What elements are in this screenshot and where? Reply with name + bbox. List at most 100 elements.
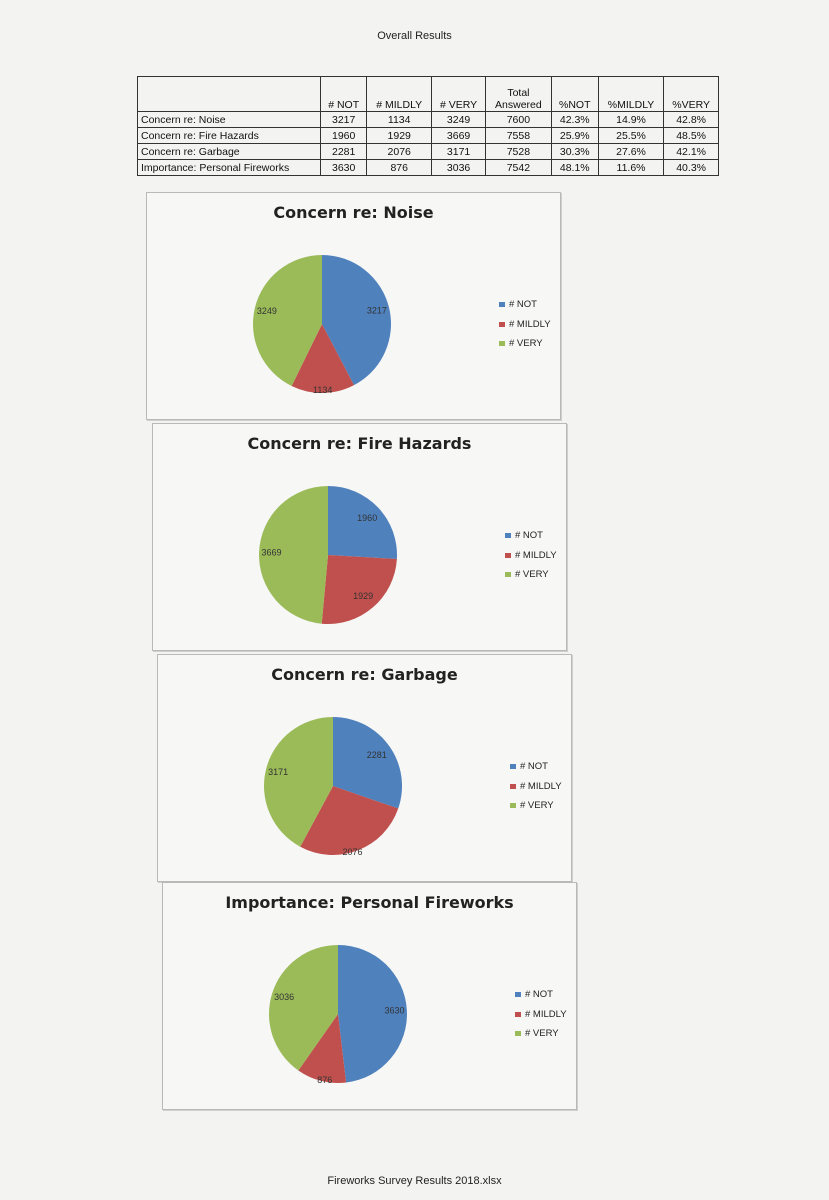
legend-item-very: # VERY xyxy=(510,796,562,816)
row-label: Concern re: Garbage xyxy=(137,143,321,160)
legend-swatch-very xyxy=(510,803,516,809)
table-cell: 42.3% xyxy=(550,111,599,128)
legend-swatch-mildly xyxy=(499,321,505,327)
legend-item-not: # NOT xyxy=(505,526,557,546)
table-row: Concern re: Fire Hazards 1960 1929 3669 … xyxy=(137,127,719,144)
chart-legend: # NOT # MILDLY # VERY xyxy=(499,295,551,354)
legend-item-mildly: # MILDLY xyxy=(505,546,557,566)
legend-label: # MILDLY xyxy=(520,780,562,792)
legend-item-mildly: # MILDLY xyxy=(499,315,551,335)
pie-slice-very xyxy=(269,945,338,1071)
legend-item-not: # NOT xyxy=(515,985,567,1005)
row-label: Concern re: Fire Hazards xyxy=(137,127,321,144)
legend-item-very: # VERY xyxy=(505,565,557,585)
results-table: # NOT # MILDLY # VERY Total Answered %NO… xyxy=(137,76,719,176)
table-cell: 876 xyxy=(366,159,433,176)
table-header-mildly: # MILDLY xyxy=(366,76,433,112)
table-cell: 48.1% xyxy=(550,159,599,176)
table-header-total: Total Answered xyxy=(485,76,552,112)
table-cell: 30.3% xyxy=(550,143,599,160)
pie-slice-very xyxy=(259,486,328,624)
table-cell: 48.5% xyxy=(663,127,719,144)
pie-slice-not xyxy=(333,717,403,809)
data-label: 1960 xyxy=(357,513,377,523)
chart-legend: # NOT # MILDLY # VERY xyxy=(515,985,567,1044)
table-cell: 40.3% xyxy=(663,159,719,176)
pie-slice-not xyxy=(328,486,397,560)
table-header-not: # NOT xyxy=(319,76,368,112)
page-title: Overall Results xyxy=(377,30,452,42)
data-label: 2281 xyxy=(367,750,387,760)
legend-label: # MILDLY xyxy=(509,318,551,330)
legend-swatch-mildly xyxy=(515,1011,521,1017)
table-cell: 3171 xyxy=(431,143,487,160)
legend-label: # MILDLY xyxy=(525,1008,567,1020)
pie-slice-mildly xyxy=(321,555,397,624)
data-label: 3669 xyxy=(261,547,281,557)
legend-swatch-very xyxy=(515,1031,521,1037)
legend-item-mildly: # MILDLY xyxy=(510,777,562,797)
data-label: 2076 xyxy=(342,847,362,857)
legend-label: # NOT xyxy=(509,299,537,311)
table-cell: 1134 xyxy=(366,111,433,128)
table-row: Concern re: Garbage 2281 2076 3171 7528 … xyxy=(137,143,719,160)
pie-slice-mildly xyxy=(300,786,399,855)
chart-garbage: Concern re: Garbage 2281 2076 3171 # NOT #… xyxy=(157,654,572,882)
table-header-pct-not: %NOT xyxy=(550,76,599,112)
chart-fire-hazards: Concern re: Fire Hazards 1960 1929 3669 # … xyxy=(152,423,567,651)
legend-label: # NOT xyxy=(525,989,553,1001)
chart-title: Concern re: Noise xyxy=(273,203,434,222)
table-header-very: # VERY xyxy=(431,76,487,112)
legend-label: # MILDLY xyxy=(515,549,557,561)
chart-legend: # NOT # MILDLY # VERY xyxy=(505,526,557,585)
legend-swatch-mildly xyxy=(510,783,516,789)
legend-swatch-not xyxy=(499,302,505,308)
chart-title: Concern re: Garbage xyxy=(271,665,458,684)
table-cell: 7558 xyxy=(485,127,552,144)
pie-chart-svg: 1960 1929 3669 xyxy=(259,486,397,624)
table-cell: 7528 xyxy=(485,143,552,160)
table-row: Concern re: Noise 3217 1134 3249 7600 42… xyxy=(137,111,719,128)
table-cell: 3036 xyxy=(431,159,487,176)
table-cell: 2076 xyxy=(366,143,433,160)
pie-slice-very xyxy=(253,255,322,386)
data-label: 876 xyxy=(317,1075,332,1085)
chart-legend: # NOT # MILDLY # VERY xyxy=(510,757,562,816)
pie-slice-not xyxy=(338,945,407,1083)
table-header-total-top: Total xyxy=(507,87,530,99)
table-row: Importance: Personal Fireworks 3630 876 … xyxy=(137,159,719,176)
legend-label: # VERY xyxy=(515,569,549,581)
table-cell: 3630 xyxy=(319,159,368,176)
table-header-total-bottom: Answered xyxy=(495,99,542,111)
legend-item-very: # VERY xyxy=(499,334,551,354)
row-label: Concern re: Noise xyxy=(137,111,321,128)
pie-slice-not xyxy=(322,255,391,386)
table-cell: 25.5% xyxy=(597,127,665,144)
legend-item-mildly: # MILDLY xyxy=(515,1005,567,1025)
legend-label: # NOT xyxy=(520,761,548,773)
table-cell: 14.9% xyxy=(597,111,665,128)
legend-swatch-not xyxy=(515,992,521,998)
legend-item-not: # NOT xyxy=(499,295,551,315)
chart-personal-fireworks: Importance: Personal Fireworks 3630 876 30… xyxy=(162,882,577,1110)
table-cell: 1929 xyxy=(366,127,433,144)
legend-item-very: # VERY xyxy=(515,1024,567,1044)
data-label: 3249 xyxy=(257,306,277,316)
data-label: 3171 xyxy=(268,767,288,777)
table-header-blank xyxy=(137,76,321,112)
table-cell: 7542 xyxy=(485,159,552,176)
legend-swatch-mildly xyxy=(505,552,511,558)
pie-chart-svg: 2281 2076 3171 xyxy=(264,717,403,857)
legend-label: # NOT xyxy=(515,530,543,542)
legend-item-not: # NOT xyxy=(510,757,562,777)
legend-swatch-not xyxy=(505,533,511,539)
legend-swatch-very xyxy=(499,341,505,347)
pie-chart-svg: 3630 876 3036 xyxy=(269,945,407,1085)
table-cell: 11.6% xyxy=(597,159,665,176)
chart-title: Importance: Personal Fireworks xyxy=(225,893,514,912)
table-cell: 3249 xyxy=(431,111,487,128)
table-cell: 2281 xyxy=(319,143,368,160)
table-cell: 3669 xyxy=(431,127,487,144)
pie-slice-mildly xyxy=(291,324,354,393)
pie-slice-mildly xyxy=(298,1014,347,1083)
